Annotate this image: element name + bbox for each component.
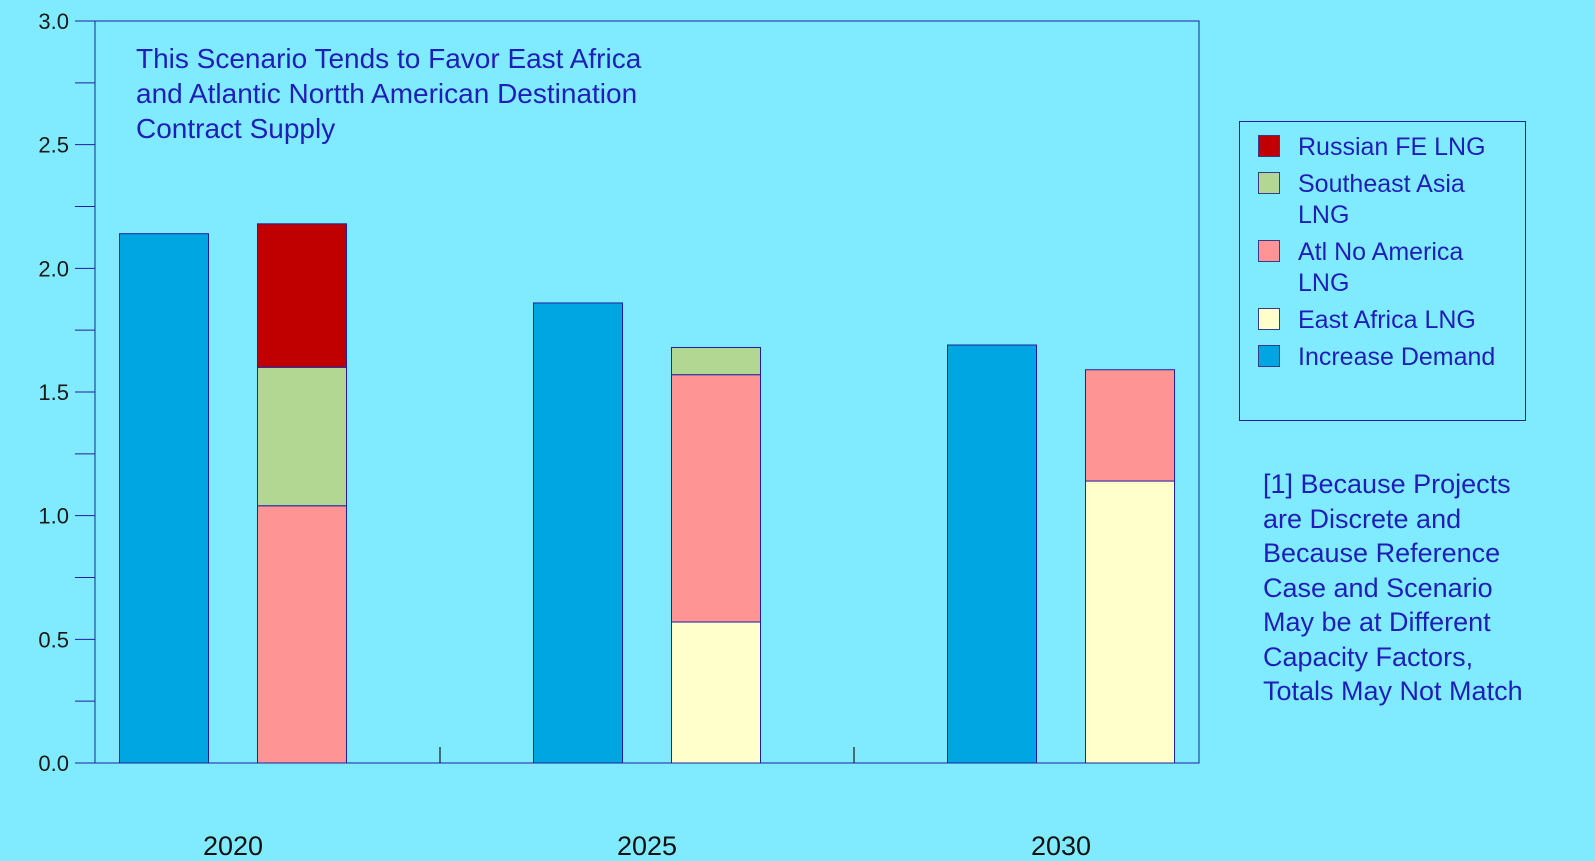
y-tick-label: 0.5 (38, 627, 69, 652)
y-tick-label: 2.0 (38, 256, 69, 281)
bar-segment (671, 374, 761, 623)
legend-swatch (1258, 172, 1280, 194)
footnote-line: Capacity Factors, (1263, 641, 1474, 672)
legend-item: Southeast Asia LNG (1258, 169, 1525, 231)
chart-annotation-line: Contract Supply (136, 113, 335, 144)
legend-item: East Africa LNG (1258, 305, 1525, 336)
bar-segment (671, 346, 761, 376)
legend-label: Southeast Asia LNG (1298, 170, 1465, 229)
legend: Russian FE LNG Southeast Asia LNG Atl No A… (1239, 121, 1526, 421)
bar-segment (1085, 369, 1175, 482)
bar-segment (257, 223, 347, 368)
footnote-line: [1] Because Projects (1263, 469, 1511, 499)
legend-label: Atl No America LNG (1298, 238, 1464, 297)
footnote-line: May be at Different (1263, 607, 1491, 637)
bar-increase-demand (533, 302, 623, 764)
footnote-line: Because Reference (1263, 538, 1501, 568)
legend-item: Russian FE LNG (1258, 132, 1525, 163)
footnote-line: Case and Scenario (1263, 572, 1493, 603)
legend-swatch (1258, 240, 1280, 262)
bar-segment (671, 621, 761, 764)
category-label: 2020 (203, 831, 263, 861)
y-tick-label: 0.0 (38, 751, 69, 776)
category-label: 2025 (617, 831, 677, 861)
y-tick-label: 2.5 (38, 133, 69, 158)
y-tick-label: 1.5 (38, 380, 69, 405)
footnote-line: are Discrete and (1263, 503, 1462, 534)
y-tick-label: 1.0 (38, 504, 69, 529)
footnote-line: Totals May Not Match (1263, 676, 1523, 706)
legend-label: East Africa LNG (1298, 306, 1476, 334)
chart-annotation-line: and Atlantic Nortth American Destination (136, 78, 637, 109)
bar-segment (257, 505, 347, 764)
y-tick-label: 3.0 (38, 9, 69, 34)
bar-increase-demand (947, 344, 1037, 764)
legend-label: Increase Demand (1298, 343, 1496, 371)
bar-segment (257, 366, 347, 507)
bar-increase-demand (119, 233, 209, 764)
legend-swatch (1258, 345, 1280, 367)
legend-swatch (1258, 135, 1280, 157)
footnote: [1] Because Projects are Discrete and Be… (1263, 467, 1593, 709)
legend-label: Russian FE LNG (1298, 133, 1486, 161)
category-label: 2030 (1031, 831, 1091, 861)
chart-annotation-line: This Scenario Tends to Favor East Africa (136, 43, 642, 74)
bar-segment (1085, 480, 1175, 764)
legend-item: Increase Demand (1258, 342, 1525, 373)
legend-item: Atl No America LNG (1258, 237, 1525, 299)
legend-swatch (1258, 308, 1280, 330)
